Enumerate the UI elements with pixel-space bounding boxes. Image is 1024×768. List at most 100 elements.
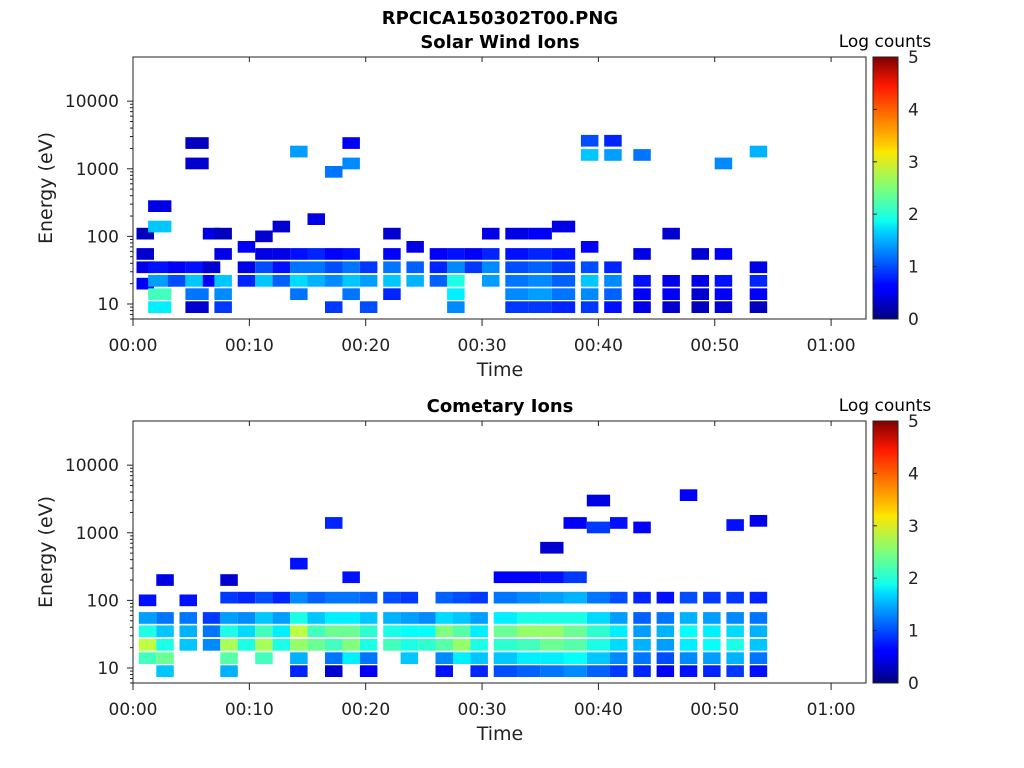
- heatmap-cell: [563, 652, 587, 664]
- heatmap-cell: [138, 612, 157, 624]
- heatmap-cell: [290, 248, 308, 260]
- heatmap-cell: [148, 275, 172, 287]
- heatmap-cell: [662, 227, 680, 240]
- heatmap-cell: [255, 591, 273, 604]
- heatmap-cell: [447, 288, 465, 300]
- heatmap-cell: [470, 612, 488, 624]
- heatmap-cell: [470, 625, 488, 638]
- plot-frame: [132, 56, 867, 320]
- heatmap-cell: [633, 288, 651, 300]
- heatmap-cell: [633, 591, 651, 604]
- heatmap-cell: [749, 515, 768, 527]
- heatmap-cell: [464, 261, 483, 274]
- heatmap-cell: [156, 652, 174, 664]
- heatmap-cell: [464, 248, 483, 260]
- heatmap-cell: [691, 288, 709, 300]
- heatmap-cell: [272, 639, 291, 651]
- heatmap-cell: [342, 137, 360, 149]
- heatmap-cell: [679, 612, 698, 624]
- solar-wind-panel: Solar Wind Ions 00:00 00:10 00:20 00:30 00:4…: [35, 32, 931, 381]
- heatmap-cell: [551, 261, 576, 274]
- heatmap-cell: [400, 591, 419, 604]
- panel-title-solar-wind: Solar Wind Ions: [420, 32, 579, 53]
- heatmap-cell: [580, 288, 599, 300]
- heatmap-cell: [482, 227, 500, 240]
- colorbar-tick-label: 2: [908, 569, 919, 589]
- heatmap-cell: [136, 248, 154, 260]
- heatmap-cell: [307, 625, 325, 638]
- heatmap-cell: [726, 652, 744, 664]
- heatmap-cell: [383, 639, 401, 651]
- heatmap-cell: [493, 625, 517, 638]
- heatmap-cell: [505, 288, 529, 300]
- heatmap-cell: [540, 591, 564, 604]
- heatmap-cell: [540, 639, 564, 651]
- heatmap-cell: [290, 652, 308, 664]
- heatmap-cell: [148, 261, 172, 274]
- heatmap-cell: [290, 557, 308, 570]
- heatmap-cell: [726, 591, 744, 604]
- heatmap-cell: [202, 639, 221, 651]
- heatmap-cell: [272, 275, 291, 287]
- colorbar-tick-label: 1: [908, 258, 919, 278]
- colorbar: Log counts 0 1 2 3 4 5: [839, 396, 932, 694]
- heatmap-cell: [325, 625, 343, 638]
- heatmap-cell: [633, 275, 651, 287]
- heatmap-cell: [633, 639, 651, 651]
- colorbar-label: Log counts: [839, 32, 932, 52]
- heatmap-cell: [255, 248, 273, 260]
- heatmap-cell: [429, 248, 448, 260]
- heatmap-cell: [505, 275, 529, 287]
- heatmap-cell: [148, 220, 172, 233]
- heatmap-cell: [726, 665, 744, 677]
- heatmap-cell: [482, 248, 500, 260]
- heatmap-cell: [563, 571, 587, 584]
- heatmap-cell: [528, 227, 552, 240]
- heatmap-cell: [307, 275, 325, 287]
- colorbar: Log counts 0 1 2 3 4 5: [839, 32, 932, 330]
- heatmap-cell: [586, 612, 611, 624]
- heatmap-cell: [714, 248, 733, 260]
- heatmap-cell: [540, 571, 564, 584]
- heatmap-cell: [342, 275, 360, 287]
- heatmap-cell: [656, 639, 675, 651]
- heatmap-cell: [179, 625, 197, 638]
- heatmap-cell: [470, 652, 488, 664]
- heatmap-cell: [179, 612, 197, 624]
- heatmap-cell: [342, 261, 360, 274]
- heatmap-cell: [237, 625, 256, 638]
- heatmap-cell: [220, 574, 238, 586]
- x-tick-label: 01:00: [807, 336, 856, 356]
- heatmap-cell: [220, 625, 238, 638]
- heatmap-cell: [749, 652, 768, 664]
- colorbar-tick-label: 4: [908, 464, 919, 484]
- heatmap-cell: [342, 652, 360, 664]
- heatmap-cell: [290, 612, 308, 624]
- heatmap-cell: [703, 652, 721, 664]
- heatmap-cell: [435, 612, 453, 624]
- heatmap-cell: [517, 665, 541, 677]
- heatmap-cell: [517, 612, 541, 624]
- x-tick-label: 00:30: [458, 700, 507, 720]
- y-tick-label: 10: [97, 659, 119, 679]
- heatmap-cell: [342, 157, 360, 170]
- heatmap-cell: [156, 625, 174, 638]
- heatmap-cell: [359, 301, 378, 313]
- heatmap-cell: [679, 665, 698, 677]
- y-tick-label: 10000: [65, 456, 119, 476]
- heatmap-cell: [604, 149, 622, 161]
- heatmap-cell: [604, 134, 622, 147]
- heatmap-cell: [359, 275, 378, 287]
- colorbar-tick-label: 3: [908, 153, 919, 173]
- heatmap-cell: [185, 157, 209, 170]
- heatmap-cell: [453, 591, 471, 604]
- heatmap-cell: [749, 639, 768, 651]
- cometary-heatmap: [138, 489, 768, 677]
- heatmap-cell: [325, 248, 343, 260]
- heatmap-cell: [586, 591, 611, 604]
- heatmap-cell: [580, 301, 599, 313]
- x-tick-label: 00:30: [458, 336, 507, 356]
- heatmap-cell: [383, 248, 401, 260]
- heatmap-cell: [610, 591, 628, 604]
- heatmap-cell: [307, 248, 325, 260]
